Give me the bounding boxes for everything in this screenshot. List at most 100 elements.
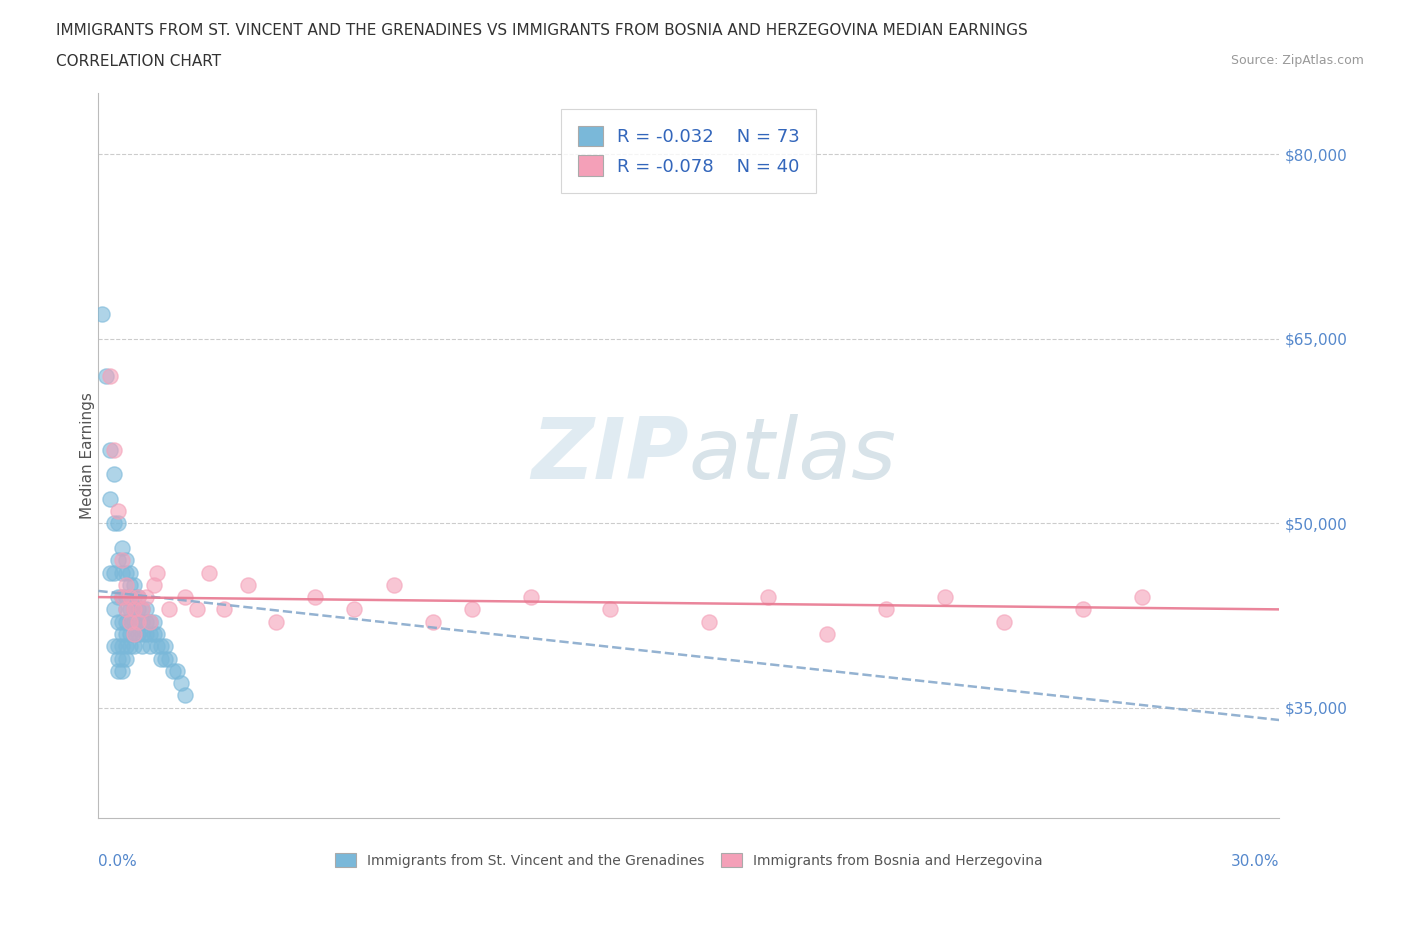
Point [122, 602, 145, 617]
Text: ZIP: ZIP [531, 414, 689, 498]
Point [118, 614, 141, 629]
Point [138, 614, 160, 629]
Point [875, 602, 897, 617]
Point [1071, 602, 1094, 617]
Point [111, 627, 134, 642]
Point [520, 590, 543, 604]
Point [1130, 590, 1153, 604]
Point [103, 516, 125, 531]
Point [131, 627, 153, 642]
Point [91, 307, 114, 322]
Point [103, 565, 125, 580]
Point [142, 614, 165, 629]
Point [122, 614, 145, 629]
Point [150, 651, 173, 666]
Point [135, 590, 157, 604]
Point [142, 578, 165, 592]
Point [115, 602, 138, 617]
Point [264, 614, 287, 629]
Point [142, 627, 165, 642]
Point [131, 614, 153, 629]
Point [118, 578, 141, 592]
Point [118, 590, 141, 604]
Point [103, 639, 125, 654]
Point [115, 639, 138, 654]
Point [697, 614, 720, 629]
Point [107, 651, 129, 666]
Point [127, 614, 149, 629]
Point [115, 602, 138, 617]
Point [118, 565, 141, 580]
Point [135, 627, 157, 642]
Point [138, 639, 160, 654]
Point [166, 663, 188, 678]
Point [98, 368, 121, 383]
Point [98, 491, 121, 506]
Point [107, 552, 129, 567]
Point [138, 627, 160, 642]
Point [111, 552, 134, 567]
Point [122, 578, 145, 592]
Text: Source: ZipAtlas.com: Source: ZipAtlas.com [1230, 54, 1364, 67]
Point [115, 552, 138, 567]
Point [118, 627, 141, 642]
Point [146, 639, 169, 654]
Point [103, 442, 125, 457]
Point [111, 540, 134, 555]
Text: 0.0%: 0.0% [98, 854, 138, 869]
Point [127, 627, 149, 642]
Point [127, 614, 149, 629]
Point [118, 590, 141, 604]
Point [122, 639, 145, 654]
Point [146, 627, 169, 642]
Point [146, 565, 169, 580]
Point [157, 602, 180, 617]
Point [122, 602, 145, 617]
Point [131, 602, 153, 617]
Point [98, 565, 121, 580]
Point [127, 602, 149, 617]
Text: IMMIGRANTS FROM ST. VINCENT AND THE GRENADINES VS IMMIGRANTS FROM BOSNIA AND HER: IMMIGRANTS FROM ST. VINCENT AND THE GREN… [56, 23, 1028, 38]
Point [115, 651, 138, 666]
Point [103, 467, 125, 482]
Point [162, 663, 184, 678]
Point [107, 516, 129, 531]
Point [115, 578, 138, 592]
Point [131, 602, 153, 617]
Point [107, 614, 129, 629]
Point [138, 614, 160, 629]
Point [118, 602, 141, 617]
Text: 30.0%: 30.0% [1232, 854, 1279, 869]
Point [115, 565, 138, 580]
Point [107, 590, 129, 604]
Point [115, 590, 138, 604]
Point [122, 627, 145, 642]
Point [135, 602, 157, 617]
Point [157, 651, 180, 666]
Point [934, 590, 956, 604]
Point [461, 602, 484, 617]
Point [174, 590, 197, 604]
Point [107, 639, 129, 654]
Point [107, 663, 129, 678]
Point [115, 627, 138, 642]
Point [815, 627, 838, 642]
Point [98, 442, 121, 457]
Point [174, 688, 197, 703]
Point [304, 590, 326, 604]
Point [96, 368, 118, 383]
Point [599, 602, 621, 617]
Point [111, 614, 134, 629]
Text: CORRELATION CHART: CORRELATION CHART [56, 54, 221, 69]
Point [111, 590, 134, 604]
Text: atlas: atlas [689, 414, 897, 498]
Point [107, 503, 129, 518]
Point [214, 602, 236, 617]
Point [131, 639, 153, 654]
Legend: Immigrants from St. Vincent and the Grenadines, Immigrants from Bosnia and Herze: Immigrants from St. Vincent and the Gren… [329, 847, 1049, 873]
Point [111, 663, 134, 678]
Point [118, 614, 141, 629]
Point [993, 614, 1015, 629]
Point [127, 590, 149, 604]
Point [111, 565, 134, 580]
